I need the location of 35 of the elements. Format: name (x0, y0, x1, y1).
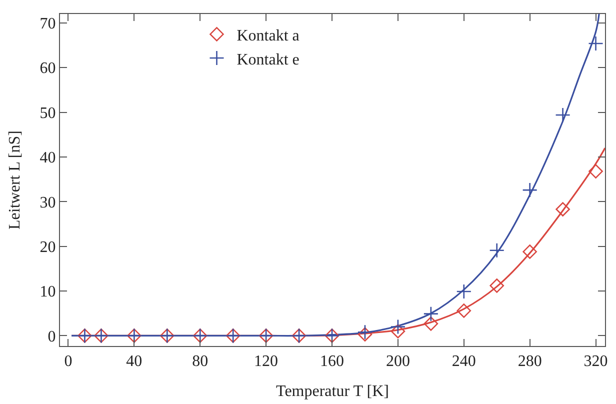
point (390, 319, 406, 334)
y-tick-label: 0 (48, 328, 56, 346)
point (555, 107, 570, 123)
point (556, 202, 570, 216)
y-tick-label: 60 (40, 60, 56, 78)
point (588, 164, 603, 178)
x-axis-title: Temperatur T [K] (276, 382, 389, 400)
x-tick-label: 320 (584, 353, 608, 370)
y-tick-label: 30 (40, 194, 56, 212)
point (522, 182, 538, 198)
point (588, 36, 604, 52)
x-tick-label: 160 (320, 353, 344, 370)
point (490, 278, 504, 293)
x-tick-label: 80 (192, 353, 208, 370)
point (423, 306, 439, 322)
point (456, 304, 472, 318)
legend-label: Kontakt e (236, 51, 300, 68)
point (424, 316, 438, 331)
point (456, 284, 472, 300)
x-tick-label: 200 (386, 353, 410, 370)
point (489, 242, 505, 258)
y-tick-label: 40 (40, 150, 56, 167)
y-tick-label: 70 (40, 16, 56, 33)
y-tick-label: 50 (40, 104, 56, 122)
legend-label: Kontakt a (236, 27, 300, 44)
y-axis-title: Leitwert L [nS] (6, 130, 24, 230)
x-tick-label: 0 (64, 353, 72, 370)
y-tick-label: 10 (40, 284, 56, 301)
y-tick-label: 20 (40, 238, 56, 256)
point (390, 324, 406, 338)
x-tick-label: 240 (452, 353, 476, 370)
x-tick-label: 40 (126, 353, 142, 370)
x-tick-label: 280 (518, 353, 542, 370)
x-tick-label: 120 (254, 353, 278, 370)
point (522, 244, 537, 259)
